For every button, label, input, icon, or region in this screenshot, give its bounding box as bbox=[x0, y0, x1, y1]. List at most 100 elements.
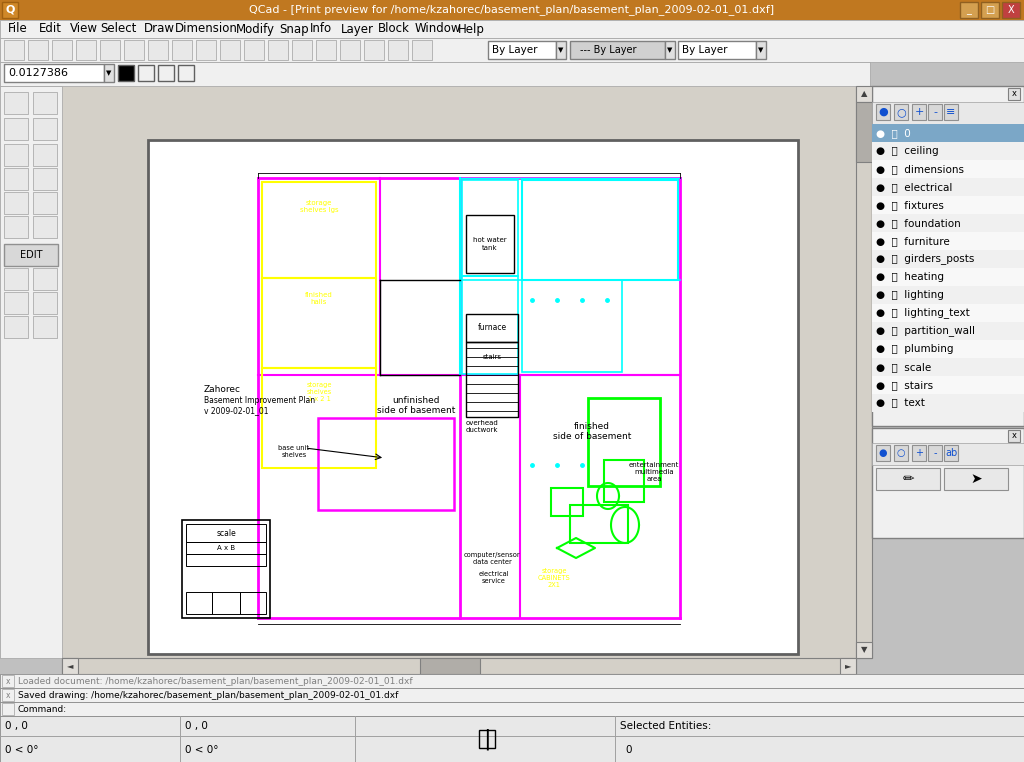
Bar bbox=[0, 0, 1024, 20]
Text: entertainment
multimedia
area: entertainment multimedia area bbox=[629, 462, 679, 482]
Bar bbox=[0, 86, 62, 658]
Bar bbox=[556, 41, 566, 59]
Bar bbox=[262, 368, 376, 468]
Bar bbox=[292, 40, 312, 60]
Bar bbox=[138, 65, 154, 81]
Bar bbox=[178, 65, 194, 81]
Bar bbox=[1008, 88, 1020, 100]
Bar bbox=[944, 468, 1008, 490]
Bar bbox=[4, 118, 28, 140]
Bar bbox=[522, 180, 678, 280]
Bar bbox=[0, 702, 1024, 716]
Bar bbox=[856, 642, 872, 658]
Bar bbox=[981, 2, 999, 18]
Bar bbox=[872, 322, 1024, 340]
Bar bbox=[52, 40, 72, 60]
Text: 0: 0 bbox=[625, 745, 632, 755]
Text: |: | bbox=[483, 728, 490, 750]
Bar bbox=[928, 104, 942, 120]
Text: -: - bbox=[933, 107, 937, 117]
Bar bbox=[33, 168, 57, 190]
Text: Window: Window bbox=[415, 23, 462, 36]
Bar bbox=[412, 40, 432, 60]
Bar bbox=[872, 428, 1024, 538]
Text: X: X bbox=[1008, 5, 1015, 15]
Bar bbox=[62, 658, 856, 674]
Text: stairs: stairs bbox=[482, 354, 502, 360]
Bar bbox=[912, 104, 926, 120]
Text: ●  🔒  heating: ● 🔒 heating bbox=[876, 272, 944, 282]
Bar bbox=[33, 268, 57, 290]
Bar bbox=[124, 40, 144, 60]
Text: ●  🔒  dimensions: ● 🔒 dimensions bbox=[876, 164, 964, 174]
Bar bbox=[856, 86, 872, 102]
Bar bbox=[4, 92, 28, 114]
Bar bbox=[872, 340, 1024, 358]
Bar bbox=[4, 144, 28, 166]
Bar bbox=[1008, 430, 1020, 442]
Text: --- By Layer: --- By Layer bbox=[580, 45, 637, 55]
Bar bbox=[4, 292, 28, 314]
Bar bbox=[0, 688, 1024, 702]
Text: scale: scale bbox=[216, 529, 236, 537]
Bar bbox=[33, 292, 57, 314]
Bar bbox=[388, 40, 408, 60]
Bar bbox=[4, 316, 28, 338]
Bar bbox=[872, 142, 1024, 160]
Bar bbox=[118, 65, 134, 81]
Bar bbox=[172, 40, 193, 60]
Text: unfinished
side of basement: unfinished side of basement bbox=[377, 396, 456, 415]
Text: base unit
shelves: base unit shelves bbox=[279, 445, 309, 458]
Text: Info: Info bbox=[310, 23, 333, 36]
Bar bbox=[872, 86, 1024, 426]
Bar bbox=[182, 520, 270, 618]
Bar bbox=[0, 674, 1024, 688]
Text: By Layer: By Layer bbox=[492, 45, 538, 55]
Bar bbox=[0, 38, 1024, 62]
Text: ●  🔒  fixtures: ● 🔒 fixtures bbox=[876, 200, 944, 210]
Text: QCad - [Print preview for /home/kzahorec/basement_plan/basement_plan_2009-02-01_: QCad - [Print preview for /home/kzahorec… bbox=[250, 5, 774, 15]
Text: -: - bbox=[933, 448, 937, 458]
Text: ✏: ✏ bbox=[902, 472, 913, 486]
Bar bbox=[856, 86, 872, 658]
Text: storage
shelves lgs: storage shelves lgs bbox=[300, 200, 338, 213]
Bar bbox=[340, 40, 360, 60]
Bar bbox=[2, 2, 18, 18]
Bar bbox=[872, 196, 1024, 214]
Text: Selected Entities:: Selected Entities: bbox=[620, 721, 712, 731]
Bar bbox=[944, 104, 958, 120]
Bar bbox=[4, 216, 28, 238]
Text: □: □ bbox=[985, 5, 994, 15]
Text: File: File bbox=[8, 23, 28, 36]
Text: finished
halls: finished halls bbox=[305, 292, 333, 305]
Bar bbox=[876, 445, 890, 461]
Bar bbox=[840, 658, 856, 674]
Text: 0 < 0°: 0 < 0° bbox=[185, 745, 218, 755]
Bar bbox=[33, 144, 57, 166]
Bar bbox=[894, 445, 908, 461]
Bar bbox=[872, 358, 1024, 376]
Text: ▼: ▼ bbox=[861, 645, 867, 655]
Text: ≡: ≡ bbox=[946, 107, 955, 117]
Text: Zahorec: Zahorec bbox=[204, 385, 241, 394]
Bar bbox=[262, 278, 376, 368]
Bar bbox=[158, 65, 174, 81]
Bar bbox=[872, 232, 1024, 250]
Text: furnace: furnace bbox=[477, 324, 507, 332]
Bar bbox=[570, 505, 628, 543]
Text: x: x bbox=[6, 690, 10, 700]
Text: Basement Improvement Plan: Basement Improvement Plan bbox=[204, 396, 315, 405]
Bar bbox=[33, 216, 57, 238]
Text: 0 , 0: 0 , 0 bbox=[5, 721, 28, 731]
Bar bbox=[186, 524, 266, 542]
Bar bbox=[2, 703, 14, 715]
Bar bbox=[466, 215, 514, 273]
Bar bbox=[316, 40, 336, 60]
Text: ●: ● bbox=[879, 107, 888, 117]
Text: ●  🔒  electrical: ● 🔒 electrical bbox=[876, 182, 952, 192]
Bar bbox=[872, 443, 1024, 465]
Bar bbox=[876, 468, 940, 490]
Bar bbox=[4, 192, 28, 214]
Text: +: + bbox=[915, 448, 923, 458]
Bar bbox=[104, 64, 114, 82]
